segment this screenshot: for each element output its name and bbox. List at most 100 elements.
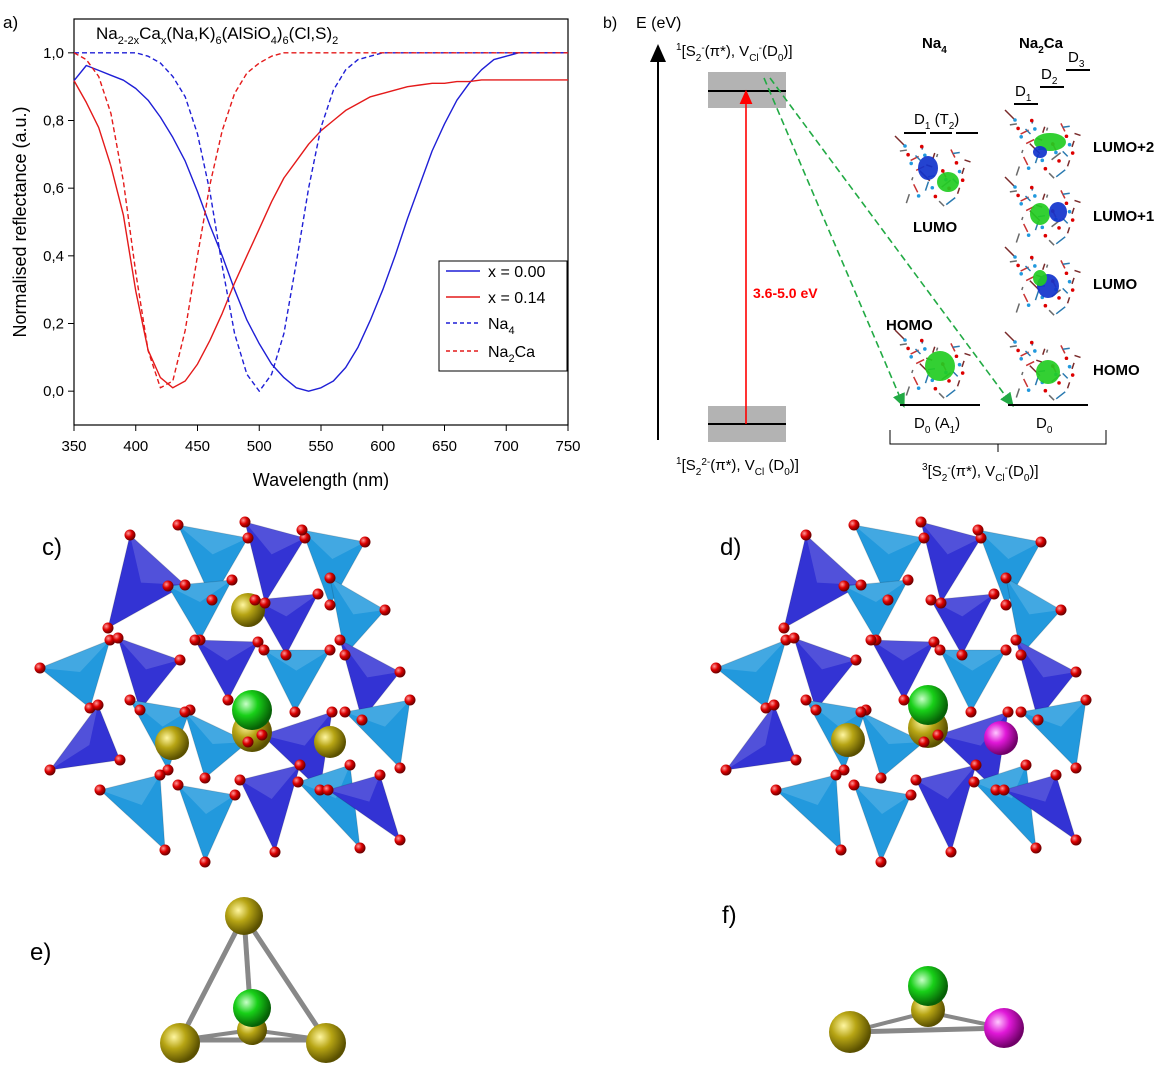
oxygen-atom bbox=[394, 834, 406, 846]
y-tick-label: 0,0 bbox=[43, 383, 64, 400]
tetrahedron bbox=[783, 534, 862, 629]
oxygen-atom bbox=[102, 622, 114, 634]
oxygen-atom bbox=[172, 519, 184, 531]
tetrahedron bbox=[920, 521, 982, 605]
oxygen-atom bbox=[379, 604, 391, 616]
oxygen-atom bbox=[339, 649, 351, 661]
tetrahedron bbox=[977, 529, 1042, 607]
oxygen-atom bbox=[934, 644, 946, 656]
oxygen-atom bbox=[242, 532, 254, 544]
oxygen-atom bbox=[932, 729, 944, 741]
tetrahedron bbox=[48, 703, 121, 771]
tetrahedron bbox=[98, 774, 166, 852]
orbital-homo-na4: HOMO bbox=[886, 317, 933, 334]
oxygen-atom bbox=[1032, 714, 1044, 726]
oxygen-atom bbox=[314, 784, 326, 796]
y-tick-label: 0,4 bbox=[43, 248, 64, 265]
orbital-lobe bbox=[1049, 202, 1067, 222]
orbital-lobe bbox=[1030, 203, 1050, 225]
legend-label-x014: x = 0.14 bbox=[488, 290, 545, 307]
panel-label-d: d) bbox=[720, 534, 741, 561]
oxygen-atom bbox=[925, 594, 937, 606]
oxygen-atom bbox=[1000, 572, 1012, 584]
tetrahedron bbox=[1005, 577, 1062, 657]
oxygen-atom bbox=[326, 706, 338, 718]
oxygen-atom bbox=[359, 536, 371, 548]
oxygen-atom bbox=[112, 632, 124, 644]
tetrahedron bbox=[715, 639, 787, 709]
oxygen-atom bbox=[918, 736, 930, 748]
oxygen-atom bbox=[848, 779, 860, 791]
series-line-0 bbox=[73, 52, 568, 392]
oxygen-atom bbox=[334, 634, 346, 646]
oxygen-atom bbox=[258, 644, 270, 656]
oxygen-atom bbox=[44, 764, 56, 776]
legend-label-x000: x = 0.00 bbox=[488, 264, 545, 281]
orbital-cluster bbox=[1004, 176, 1081, 246]
oxygen-atom bbox=[1020, 759, 1032, 771]
tetrahedron bbox=[194, 639, 259, 702]
x-tick-label: 600 bbox=[370, 438, 395, 455]
orbital-lumo-na4: LUMO bbox=[913, 219, 957, 236]
oxygen-atom bbox=[296, 524, 308, 536]
oxygen-atom bbox=[956, 649, 968, 661]
oxygen-atom bbox=[898, 694, 910, 706]
tetrahedron bbox=[167, 579, 233, 642]
cluster-e bbox=[160, 897, 346, 1063]
oxygen-atom bbox=[124, 694, 136, 706]
oxygen-atom bbox=[354, 842, 366, 854]
tetrahedron bbox=[326, 774, 401, 842]
tetrahedron bbox=[301, 529, 366, 607]
orbital-lobe bbox=[1033, 270, 1047, 286]
relax-arrow-na2ca bbox=[769, 77, 1014, 408]
oxygen-atom bbox=[189, 634, 201, 646]
tetrahedron bbox=[724, 703, 797, 771]
oxygen-atom bbox=[965, 706, 977, 718]
oxygen-atom bbox=[882, 594, 894, 606]
chlorine-atom bbox=[908, 966, 948, 1006]
oxygen-atom bbox=[1000, 599, 1012, 611]
y-axis-ticks: 0,0 0,2 0,4 0,6 0,8 1,0 bbox=[43, 45, 74, 400]
oxygen-atom bbox=[905, 789, 917, 801]
calcium-atom bbox=[984, 721, 1018, 755]
series-line-2 bbox=[74, 52, 568, 392]
oxygen-atom bbox=[404, 694, 416, 706]
oxygen-atom bbox=[312, 588, 324, 600]
orbital-lobe bbox=[1033, 146, 1047, 158]
bottom-state-label: 1[S22-(π*), VCl (D0)] bbox=[676, 456, 799, 478]
legend-box bbox=[438, 260, 568, 372]
oxygen-atom bbox=[94, 784, 106, 796]
oxygen-atom bbox=[124, 529, 136, 541]
x-tick-label: 450 bbox=[185, 438, 210, 455]
orbital-cluster bbox=[1004, 109, 1081, 179]
sulfur-atom bbox=[306, 1023, 346, 1063]
tetrahedron bbox=[793, 637, 857, 712]
tetrahedron bbox=[107, 534, 186, 629]
oxygen-atom bbox=[234, 774, 246, 786]
col1-upper-level-label: D1 (T2) bbox=[914, 111, 959, 132]
y-tick-label: 0,2 bbox=[43, 316, 64, 333]
sulfur-atom bbox=[314, 726, 346, 758]
tetrahedron bbox=[853, 784, 912, 864]
chart-title: Na2-2xCax(Na,K)6(AlSiO4)6(Cl,S)2 bbox=[96, 24, 338, 47]
orbital-cluster bbox=[894, 329, 971, 399]
framework-structure-c bbox=[34, 516, 416, 868]
oxygen-atom bbox=[850, 654, 862, 666]
oxygen-atom bbox=[199, 856, 211, 868]
panel-label-b: b) bbox=[603, 15, 617, 32]
oxygen-atom bbox=[1055, 604, 1067, 616]
y-tick-label: 0,6 bbox=[43, 180, 64, 197]
energy-axis-label: E (eV) bbox=[636, 15, 681, 32]
oxygen-atom bbox=[356, 714, 368, 726]
tetrahedron bbox=[329, 577, 386, 657]
orbital-lobe bbox=[918, 156, 938, 180]
tetrahedron bbox=[860, 711, 925, 779]
chlorine-atom bbox=[908, 685, 948, 725]
x-axis-label: Wavelength (nm) bbox=[253, 470, 389, 490]
cluster-f bbox=[829, 966, 1024, 1053]
oxygen-atom bbox=[172, 779, 184, 791]
oxygen-atom bbox=[778, 622, 790, 634]
chart-plot: 350 400 450 500 550 600 650 700 750 0,0 0,2 0,4 0,6… bbox=[43, 18, 581, 455]
oxygen-atom bbox=[344, 759, 356, 771]
oxygen-atom bbox=[1070, 666, 1082, 678]
